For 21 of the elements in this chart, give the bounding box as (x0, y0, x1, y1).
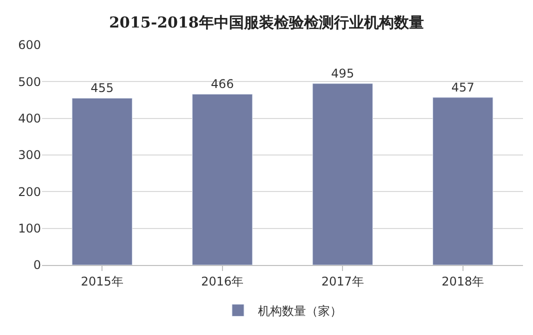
y-tick-label: 0 (33, 258, 41, 272)
bar (192, 94, 253, 265)
y-tick-label: 300 (18, 148, 41, 162)
legend-label: 机构数量（家） (258, 304, 342, 318)
y-tick-label: 200 (18, 184, 41, 199)
x-tick-label: 2016年 (201, 274, 244, 288)
y-tick-label: 100 (18, 222, 41, 236)
y-tick-label: 500 (18, 74, 41, 89)
chart-title: 2015-2018年中国服装检验检测行业机构数量 (109, 13, 424, 32)
data-label: 455 (90, 81, 114, 96)
data-label: 495 (331, 66, 354, 80)
x-tick-label: 2017年 (321, 274, 364, 288)
y-tick-label: 400 (18, 112, 41, 126)
y-tick-label: 600 (18, 38, 41, 52)
data-label: 457 (451, 80, 474, 94)
bar (312, 83, 373, 265)
x-tick-label: 2015年 (80, 274, 124, 288)
data-label: 466 (210, 77, 234, 92)
bar (72, 98, 132, 265)
bar (432, 97, 494, 265)
x-tick-label: 2018年 (442, 274, 484, 288)
